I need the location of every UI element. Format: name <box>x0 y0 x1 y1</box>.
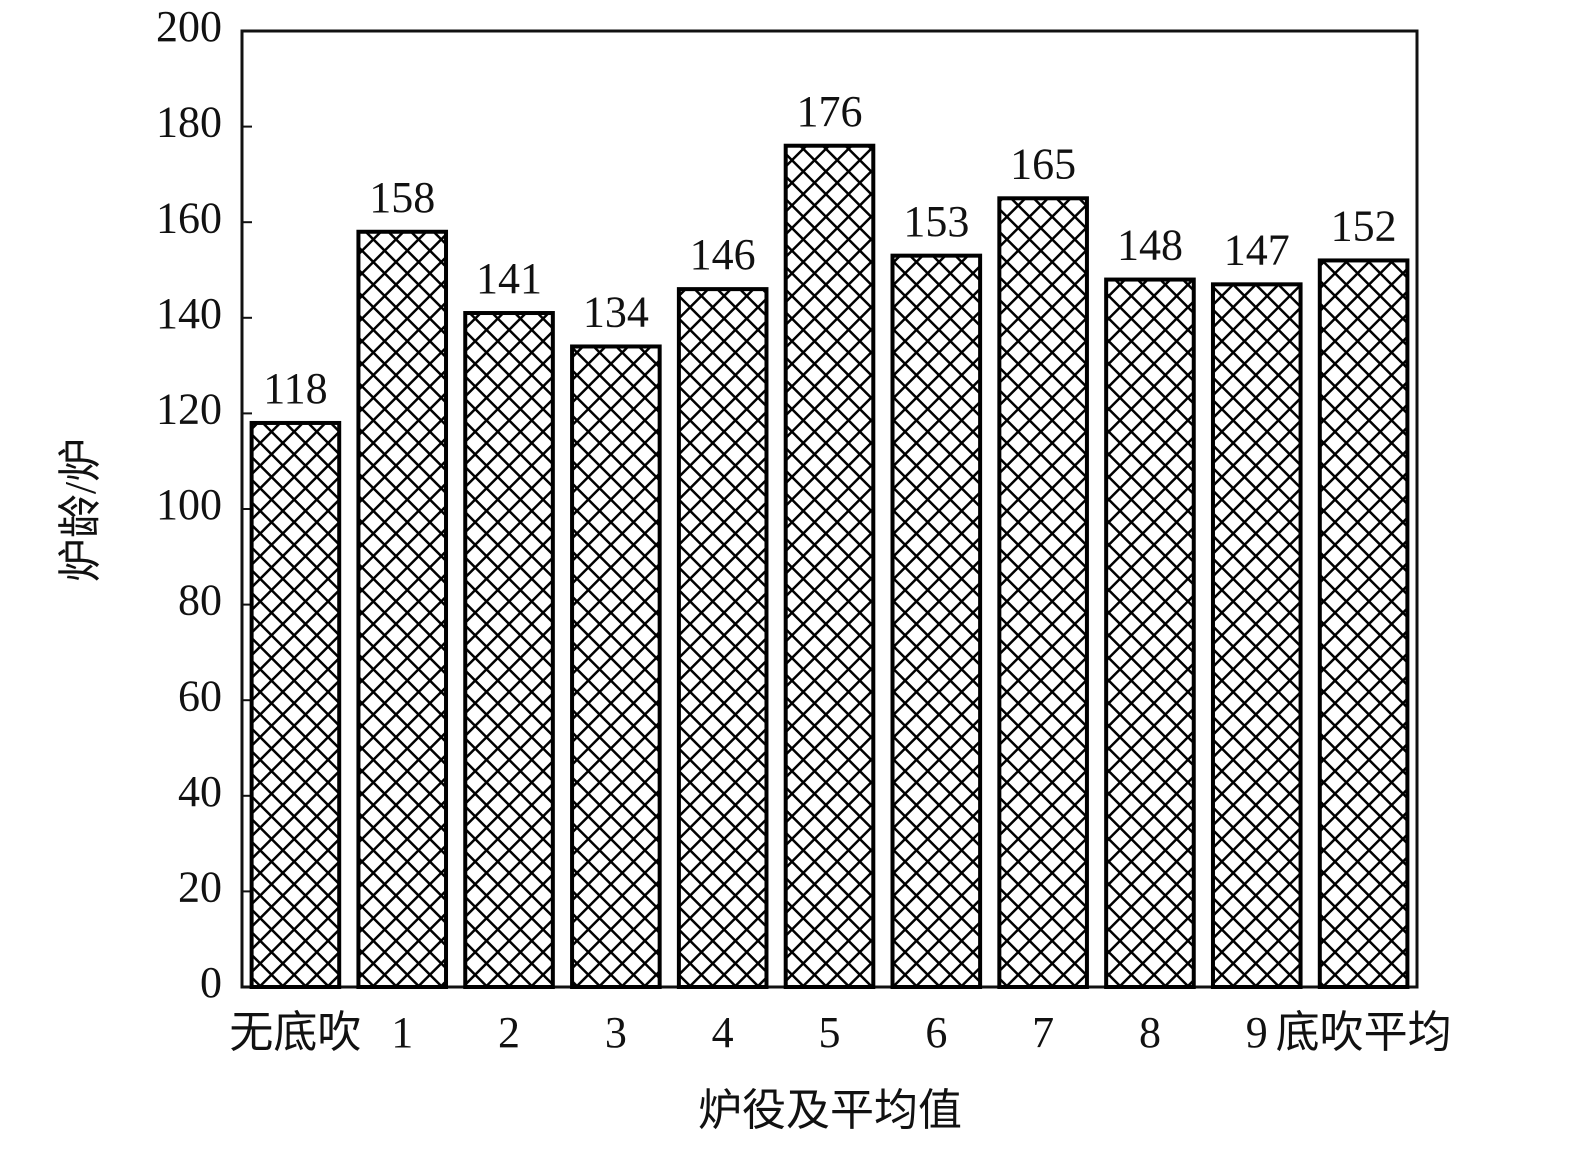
x-tick-label: 7 <box>1032 1008 1054 1057</box>
bar <box>1210 282 1303 989</box>
bar <box>1104 277 1196 989</box>
x-axis-label: 炉役及平均值 <box>698 1086 962 1135</box>
x-tick-label: 1 <box>391 1008 413 1057</box>
x-tick-label: 6 <box>925 1008 947 1057</box>
bar <box>890 253 983 990</box>
bar <box>249 420 342 989</box>
y-tick-label: 60 <box>178 671 222 720</box>
x-tick-label: 无底吹 <box>229 1008 361 1057</box>
y-tick-label: 160 <box>156 193 222 242</box>
data-label: 176 <box>797 87 863 136</box>
bar <box>783 143 876 990</box>
y-tick-label: 0 <box>200 958 222 1007</box>
x-tick-label: 8 <box>1139 1008 1161 1057</box>
y-tick-label: 80 <box>178 576 222 625</box>
bar <box>356 229 449 989</box>
data-label: 118 <box>263 364 327 413</box>
data-label: 146 <box>690 230 756 279</box>
y-tick-label: 180 <box>156 98 222 147</box>
y-tick-label: 120 <box>156 384 222 433</box>
bar <box>463 311 555 989</box>
x-tick-label: 9 <box>1246 1008 1268 1057</box>
data-label: 158 <box>369 173 435 222</box>
x-tick-label: 4 <box>712 1008 734 1057</box>
y-tick-label: 140 <box>156 289 222 338</box>
data-label: 148 <box>1117 221 1183 270</box>
data-label: 165 <box>1010 139 1076 188</box>
x-tick-label: 3 <box>605 1008 627 1057</box>
data-label: 153 <box>903 197 969 246</box>
y-tick-label: 40 <box>178 767 222 816</box>
bar <box>1317 258 1410 989</box>
y-tick-label: 100 <box>156 480 222 529</box>
x-tick-label: 2 <box>498 1008 520 1057</box>
bar <box>676 287 769 989</box>
y-tick-label: 20 <box>178 862 222 911</box>
bar <box>570 344 662 990</box>
x-tick-label: 底吹平均 <box>1276 1008 1452 1057</box>
data-label: 141 <box>476 254 542 303</box>
y-tick-label: 200 <box>156 2 222 51</box>
data-label: 134 <box>583 288 649 337</box>
data-label: 152 <box>1331 202 1397 251</box>
bar <box>997 196 1089 990</box>
data-label: 147 <box>1224 225 1290 274</box>
x-tick-label: 5 <box>819 1008 841 1057</box>
y-axis-label: 炉龄/炉 <box>56 438 105 582</box>
